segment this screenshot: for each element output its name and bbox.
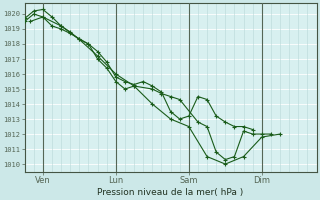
X-axis label: Pression niveau de la mer( hPa ): Pression niveau de la mer( hPa ) (98, 188, 244, 197)
